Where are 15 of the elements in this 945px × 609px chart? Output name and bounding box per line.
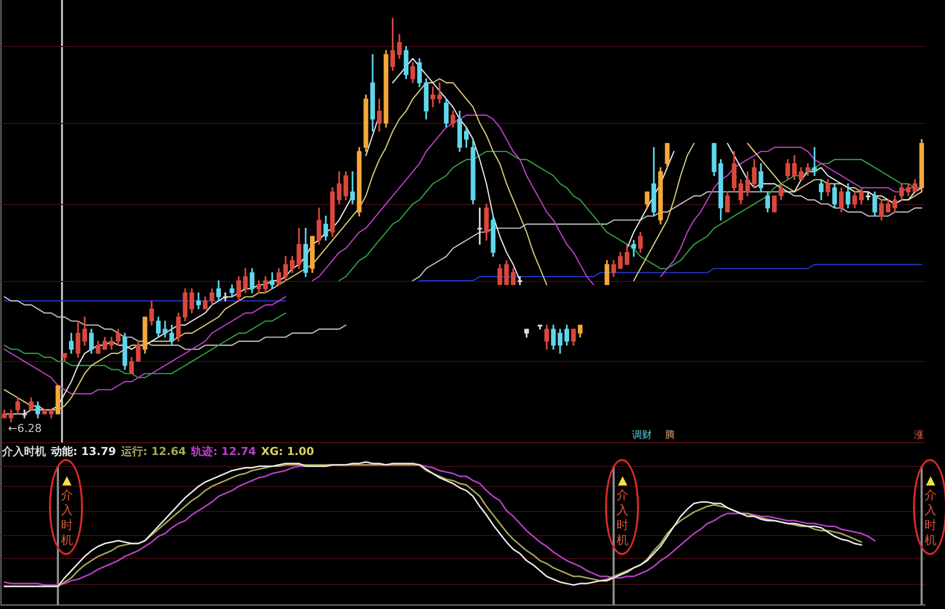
text: 腾 [665,430,675,441]
candlestick [56,385,60,414]
text: XG: 1.00 [261,445,314,458]
annotation: ▲介入时机 [924,473,938,548]
annotation: ←6.28 [8,422,42,435]
chart-title: 介入时机 [2,445,46,458]
series-label: 轨迹: 12.74 [191,445,256,458]
text: 动能: 13.79 [51,445,116,458]
text: 涨 [914,430,924,441]
annotation: ▲介入时机 [616,473,630,548]
candlestick [42,410,47,414]
text: 运行: 12.64 [121,445,186,458]
text: 调财 [632,430,652,441]
candlestick [772,196,777,212]
annotation: ▲介入时机 [60,473,74,548]
